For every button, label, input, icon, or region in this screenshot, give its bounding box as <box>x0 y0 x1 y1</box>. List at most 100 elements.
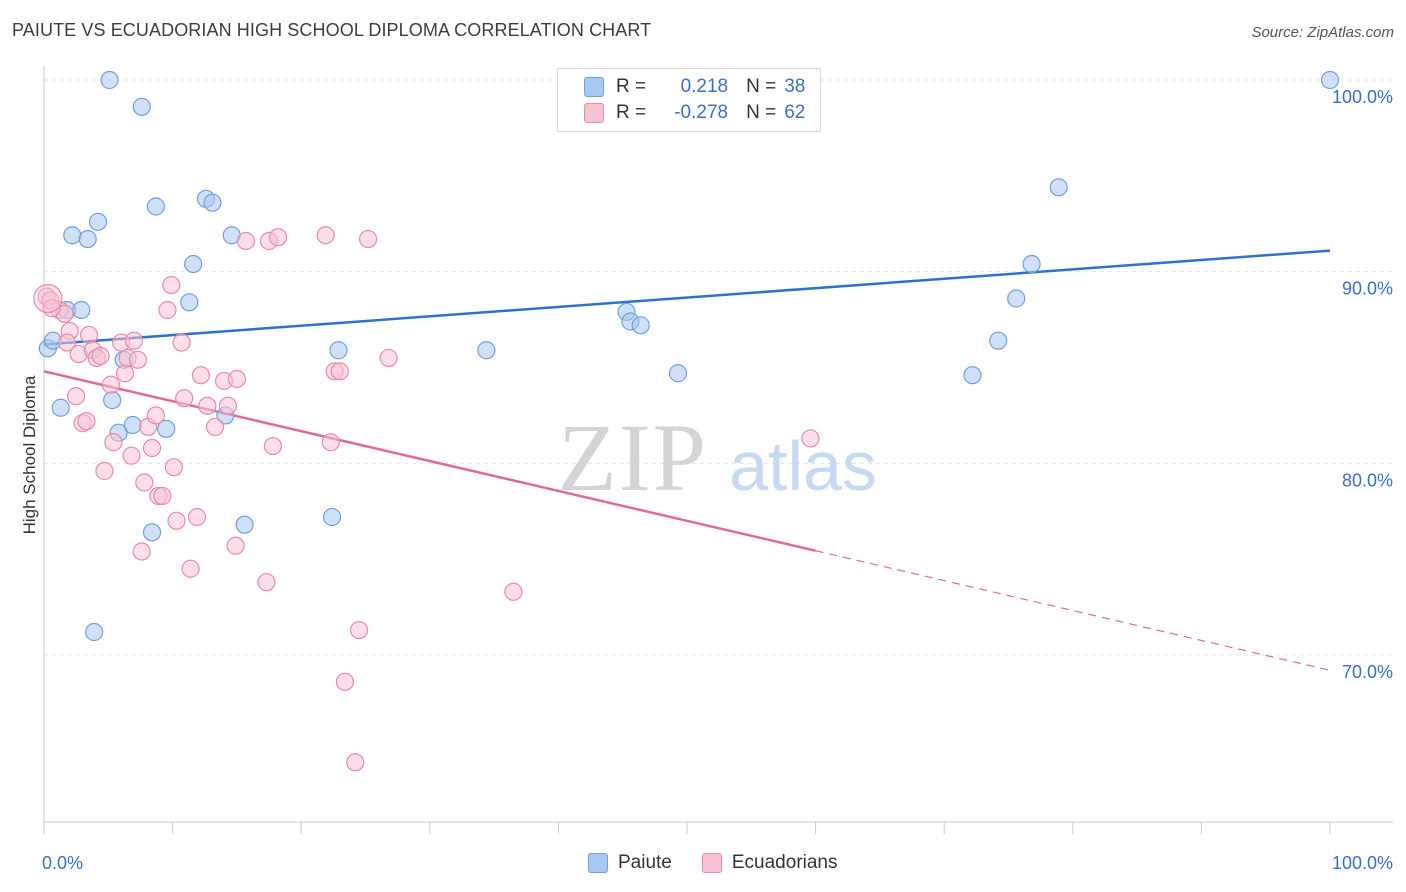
point-paiute <box>72 300 91 320</box>
point-ecuadorians <box>181 559 200 578</box>
point-ecuadorians <box>218 396 237 415</box>
point-ecuadorians <box>316 226 335 245</box>
point-paiute <box>132 97 151 116</box>
point-paiute <box>329 341 348 360</box>
legend-r-value: 0.218 <box>680 76 729 97</box>
point-ecuadorians <box>124 331 144 350</box>
point-paiute <box>477 341 496 360</box>
legend-swatch-paiute <box>584 77 604 97</box>
point-ecuadorians <box>379 348 398 368</box>
point-ecuadorians <box>158 300 177 320</box>
legend-n-value: 38 <box>784 76 806 97</box>
point-ecuadorians <box>263 436 283 456</box>
tick-labels: 70.0% 80.0% 90.0% 100.0% 0.0% 100.0% <box>42 87 1393 873</box>
point-ecuadorians <box>205 417 225 437</box>
point-ecuadorians <box>128 350 147 369</box>
x-tick-label: 100.0% <box>1332 853 1393 873</box>
series-legend-item-ecuadorians[interactable]: Ecuadorians <box>701 852 838 874</box>
point-ecuadorians <box>349 620 369 640</box>
point-ecuadorians <box>187 507 207 527</box>
axes <box>43 66 1393 834</box>
point-ecuadorians <box>101 375 120 394</box>
point-ecuadorians <box>358 229 378 249</box>
legend-row-ecuadorians: R = -0.278 N = 62 <box>584 100 805 126</box>
point-ecuadorians <box>346 753 365 772</box>
legend-n-label: N = <box>746 102 777 123</box>
point-paiute <box>235 515 254 534</box>
point-ecuadorians <box>67 387 86 406</box>
point-ecuadorians <box>95 461 114 481</box>
x-tick-label: 0.0% <box>42 853 83 873</box>
point-ecuadorians <box>33 283 63 314</box>
point-ecuadorians <box>236 231 256 251</box>
point-ecuadorians <box>77 412 96 431</box>
point-paiute <box>989 331 1008 350</box>
point-ecuadorians <box>226 536 245 555</box>
point-paiute <box>78 229 97 249</box>
point-ecuadorians <box>153 486 172 506</box>
data-points <box>33 70 1340 772</box>
point-ecuadorians <box>162 275 181 295</box>
source-label: Source: ZipAtlas.com <box>1251 24 1394 41</box>
point-ecuadorians <box>142 438 162 458</box>
watermark: ZIP atlas <box>558 404 877 511</box>
series-legend-item-paiute[interactable]: Paiute <box>588 852 672 874</box>
point-ecuadorians <box>146 406 165 425</box>
trend-line-extension-ecuadorians <box>815 550 1331 671</box>
point-paiute <box>1007 289 1026 308</box>
point-paiute <box>146 197 165 216</box>
point-paiute <box>203 193 222 212</box>
series-legend: Paiute Ecuadorians <box>588 852 868 874</box>
point-paiute <box>142 523 162 542</box>
point-paiute <box>963 366 982 385</box>
point-paiute <box>157 419 176 438</box>
point-ecuadorians <box>91 346 110 366</box>
point-paiute <box>51 398 70 417</box>
chart-title: PAIUTE VS ECUADORIAN HIGH SCHOOL DIPLOMA… <box>12 20 652 40</box>
point-ecuadorians <box>132 542 151 561</box>
series-swatch-paiute <box>588 853 608 873</box>
point-ecuadorians <box>122 446 141 465</box>
legend-r-value: -0.278 <box>674 102 729 123</box>
point-ecuadorians <box>167 511 186 530</box>
trend-lines <box>43 249 1331 671</box>
point-paiute <box>184 254 203 274</box>
point-paiute <box>1320 70 1340 90</box>
point-ecuadorians <box>504 582 523 601</box>
point-paiute <box>123 415 142 435</box>
point-paiute <box>1049 178 1068 197</box>
point-ecuadorians <box>58 333 77 352</box>
point-paiute <box>88 212 108 231</box>
point-ecuadorians <box>175 389 194 408</box>
trend-line-paiute <box>43 249 1331 346</box>
point-paiute <box>63 226 82 245</box>
point-paiute <box>85 622 104 642</box>
point-ecuadorians <box>79 325 99 345</box>
point-paiute <box>103 390 122 410</box>
point-ecuadorians <box>801 429 820 448</box>
legend-n-value: 62 <box>784 102 806 123</box>
point-ecuadorians <box>257 573 276 592</box>
point-ecuadorians <box>330 362 349 381</box>
watermark-zip: ZIP <box>558 404 708 511</box>
y-tick-label: 100.0% <box>1332 87 1393 107</box>
trend-line-ecuadorians <box>43 370 816 552</box>
series-name-ecuadorians: Ecuadorians <box>731 852 838 873</box>
legend-r-label: R = <box>616 102 647 123</box>
legend-swatch-ecuadorians <box>584 103 604 123</box>
series-name-paiute: Paiute <box>618 852 672 873</box>
point-paiute <box>100 70 119 90</box>
series-swatch-ecuadorians <box>701 853 722 873</box>
grid-lines <box>44 79 1393 656</box>
y-tick-label: 80.0% <box>1342 470 1393 490</box>
correlation-legend: R = 0.218 N = 38 R = -0.278 N = 62 <box>557 68 821 132</box>
point-paiute <box>668 364 688 383</box>
point-ecuadorians <box>172 333 191 352</box>
point-ecuadorians <box>191 366 210 385</box>
point-paiute <box>180 293 199 312</box>
point-ecuadorians <box>164 458 183 477</box>
point-ecuadorians <box>321 433 340 452</box>
legend-n-label: N = <box>746 76 777 97</box>
y-tick-label: 70.0% <box>1342 662 1393 682</box>
